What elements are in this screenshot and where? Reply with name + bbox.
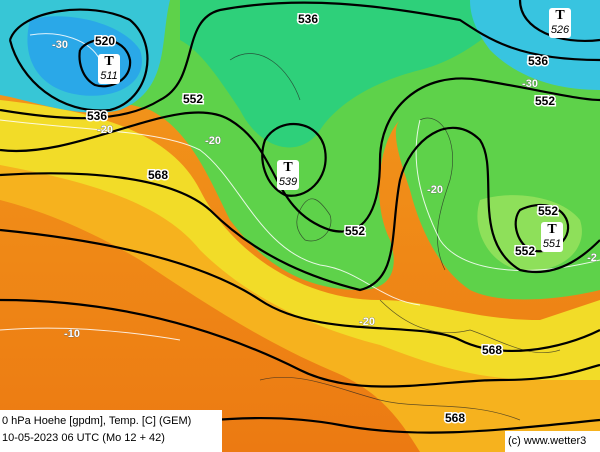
low-symbol: T [555,8,565,23]
isotherm-label: -20 [359,316,375,328]
isotherm-label: -10 [64,328,80,340]
isotherm-label: -30 [52,39,68,51]
caption-line: 10-05-2023 06 UTC (Mo 12 + 42) [2,432,165,444]
contour-label: 552 [345,224,365,238]
low-box [277,160,299,190]
contour-label: 568 [445,411,465,425]
low-symbol: T [547,222,557,237]
temp-zone [0,130,600,452]
low-value: 539 [279,176,297,188]
isotherm-label: -30 [522,78,538,90]
low-symbol: T [104,54,114,69]
low-box [98,54,120,84]
temp-zone [0,100,600,380]
contour-label: 568 [148,168,168,182]
contour-label: 552 [183,92,203,106]
low-value: 526 [551,24,570,36]
contour-label: 552 [535,94,555,108]
isotherm-label: -2 [587,252,597,264]
contour-label: 568 [482,343,502,357]
low-box [541,222,563,252]
low-value: 551 [543,238,561,250]
contour-label: 536 [298,12,318,26]
contour-label: 552 [515,244,535,258]
isotherm-label: -20 [427,184,443,196]
isotherm-label: -20 [97,124,113,136]
copyright-box [505,431,600,452]
low-symbol: T [283,160,293,175]
isotherms [0,33,600,341]
temp-zone [180,0,520,148]
copyright: (c) www.wetter3 [508,435,586,447]
contour-label: 536 [87,109,107,123]
contour-label: 520 [95,34,115,48]
low-value: 511 [100,70,118,82]
low-box [549,8,571,38]
caption-box [0,410,222,452]
coastlines [229,53,561,421]
contour-label: 552 [538,204,558,218]
isotherm-label: -20 [205,135,221,147]
caption-line: 0 hPa Hoehe [gpdm], Temp. [C] (GEM) [2,415,191,427]
contour-label: 536 [528,54,548,68]
